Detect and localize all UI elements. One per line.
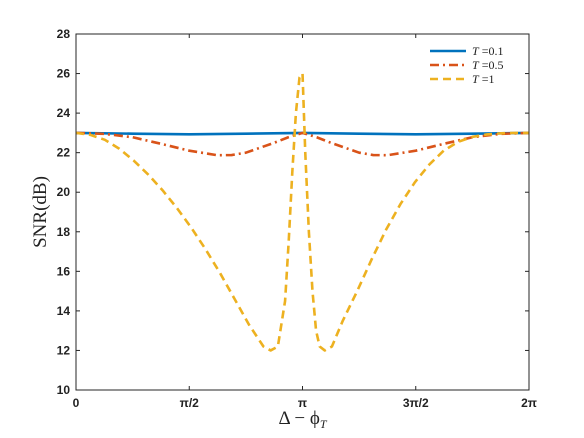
y-tick-label: 12 — [57, 343, 71, 357]
legend-label-3: T =1 — [472, 72, 494, 86]
y-tick-label: 24 — [57, 106, 71, 120]
y-tick-label: 26 — [57, 67, 71, 81]
x-tick-label: 3π/2 — [403, 396, 429, 410]
y-tick-label: 20 — [57, 185, 71, 199]
x-tick-label: 2π — [521, 396, 537, 410]
x-tick-label: 0 — [73, 396, 80, 410]
y-tick-label: 28 — [57, 27, 71, 41]
y-axis-ticks: 10 12 14 16 18 20 22 24 26 28 — [57, 27, 529, 397]
series-layer — [75, 72, 530, 352]
x-tick-label: π — [298, 396, 307, 410]
y-tick-label: 22 — [57, 146, 71, 160]
x-axis-label: Δ − ϕT — [278, 408, 327, 431]
legend-label-2: T =0.5 — [472, 58, 503, 72]
y-tick-label: 16 — [57, 264, 71, 278]
legend-label-1: T =0.1 — [472, 44, 503, 58]
y-tick-label: 10 — [57, 383, 71, 397]
x-tick-label: π/2 — [180, 396, 200, 410]
y-tick-label: 18 — [57, 225, 71, 239]
legend: T =0.1T =0.5T =1 — [420, 40, 524, 88]
x-axis-ticks: 0 π/2 π 3π/2 2π — [73, 34, 537, 410]
series-line-2 — [75, 131, 530, 157]
y-axis-label: SNR(dB) — [30, 176, 51, 248]
legend-items: T =0.1T =0.5T =1 — [430, 44, 503, 86]
y-tick-label: 14 — [57, 304, 71, 318]
series-line-3 — [75, 72, 529, 352]
